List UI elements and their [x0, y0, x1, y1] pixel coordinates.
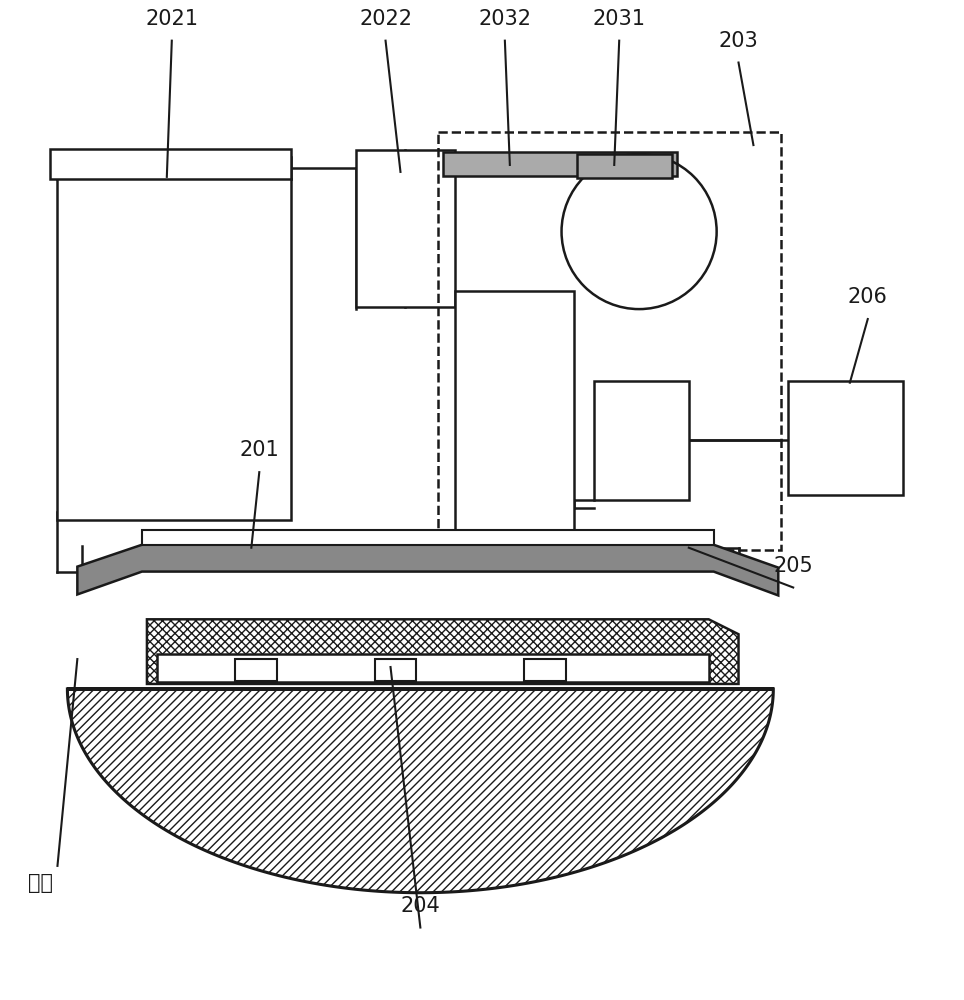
Text: 2032: 2032 — [478, 9, 531, 29]
Bar — [577, 154, 672, 178]
Bar — [58, 157, 291, 520]
Text: 伤口: 伤口 — [28, 873, 53, 893]
Text: 204: 204 — [400, 896, 441, 916]
Bar — [356, 150, 455, 307]
Polygon shape — [147, 619, 738, 684]
Polygon shape — [67, 689, 773, 893]
Bar — [375, 659, 416, 681]
Text: 203: 203 — [718, 31, 759, 51]
Bar — [595, 381, 689, 500]
Text: 205: 205 — [773, 556, 813, 576]
Bar — [455, 291, 575, 538]
Text: 206: 206 — [847, 287, 888, 307]
Polygon shape — [77, 545, 778, 595]
Bar — [523, 659, 566, 681]
Text: 201: 201 — [239, 440, 280, 460]
Bar — [49, 149, 291, 179]
Bar — [439, 132, 781, 550]
Text: 2022: 2022 — [359, 9, 412, 29]
Bar — [235, 659, 278, 681]
Text: 2021: 2021 — [146, 9, 199, 29]
Bar — [789, 381, 902, 495]
Polygon shape — [142, 530, 713, 545]
Text: 2031: 2031 — [593, 9, 646, 29]
Bar — [157, 654, 709, 682]
Bar — [443, 152, 677, 176]
